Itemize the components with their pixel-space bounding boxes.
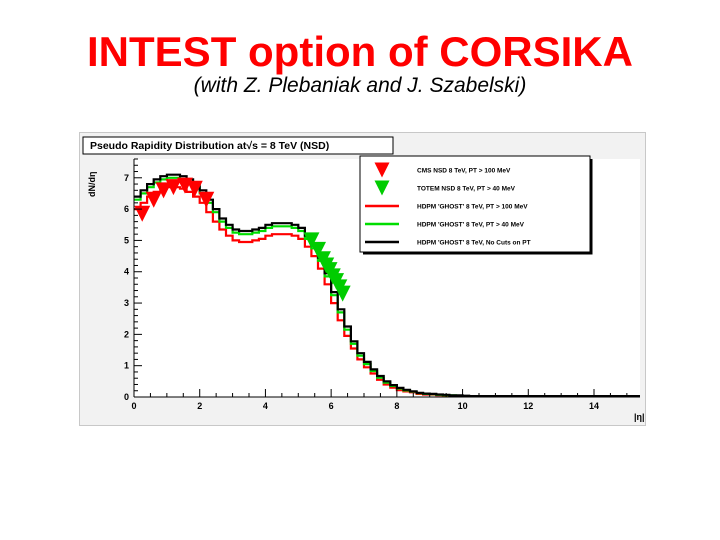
legend-marker-0 (374, 162, 390, 178)
x-axis-label: |η| (634, 412, 645, 422)
legend-label-1: TOTEM NSD 8 TeV, PT > 40 MeV (417, 186, 516, 193)
data-point-1-1 (310, 241, 326, 258)
data-point-0-0 (134, 205, 151, 222)
x-tick-label: 10 (458, 401, 468, 411)
y-tick-label: 2 (124, 329, 129, 339)
data-point-0-2 (155, 182, 172, 199)
plot-panel: 0 2 4 6 8 10 12 14 0 1 2 3 4 5 6 7 Pseudo Rapidity Dist… (79, 132, 646, 426)
x-tick-label: 12 (523, 401, 533, 411)
data-point-0-6 (198, 191, 215, 208)
marker-layer (134, 177, 351, 302)
data-point-1-0 (303, 232, 320, 249)
y-tick-label: 5 (124, 235, 129, 245)
data-point-0-1 (145, 191, 162, 208)
data-point-0-5 (186, 180, 203, 197)
y-tick-label: 1 (124, 361, 129, 371)
x-tick-label: 14 (589, 401, 599, 411)
y-axis-label: dN/dη (87, 172, 97, 198)
y-tick-label: 0 (124, 392, 129, 402)
data-point-0-3 (165, 179, 182, 196)
x-tick-label: 8 (394, 401, 399, 411)
x-tick-label: 0 (131, 401, 136, 411)
legend-label-2: HDPM 'GHOST' 8 TeV, PT > 100 MeV (417, 204, 528, 211)
x-tick-label: 6 (329, 401, 334, 411)
legend-label-4: HDPM 'GHOST' 8 TeV, No Cuts on PT (417, 240, 531, 247)
y-tick-label: 4 (124, 267, 129, 277)
legend-label-3: HDPM 'GHOST' 8 TeV, PT > 40 MeV (417, 222, 525, 229)
legend-marker-1 (374, 180, 390, 196)
slide-subtitle: (with Z. Plebaniak and J. Szabelski) (193, 74, 527, 97)
slide-title: INTEST option of CORSIKA (87, 28, 633, 75)
x-tick-label: 4 (263, 401, 268, 411)
data-point-1-8 (334, 285, 351, 302)
chart-title: Pseudo Rapidity Distribution at√s = 8 Te… (90, 140, 329, 152)
y-tick-label: 3 (124, 298, 129, 308)
x-tick-label: 2 (197, 401, 202, 411)
chart-title-box: Pseudo Rapidity Distribution at√s = 8 Te… (82, 136, 394, 155)
y-tick-label: 7 (124, 173, 129, 183)
y-tick-label: 6 (124, 204, 129, 214)
legend: CMS NSD 8 TeV, PT > 100 MeV TOTEM NSD 8 T… (359, 155, 593, 255)
legend-label-0: CMS NSD 8 TeV, PT > 100 MeV (417, 168, 511, 175)
